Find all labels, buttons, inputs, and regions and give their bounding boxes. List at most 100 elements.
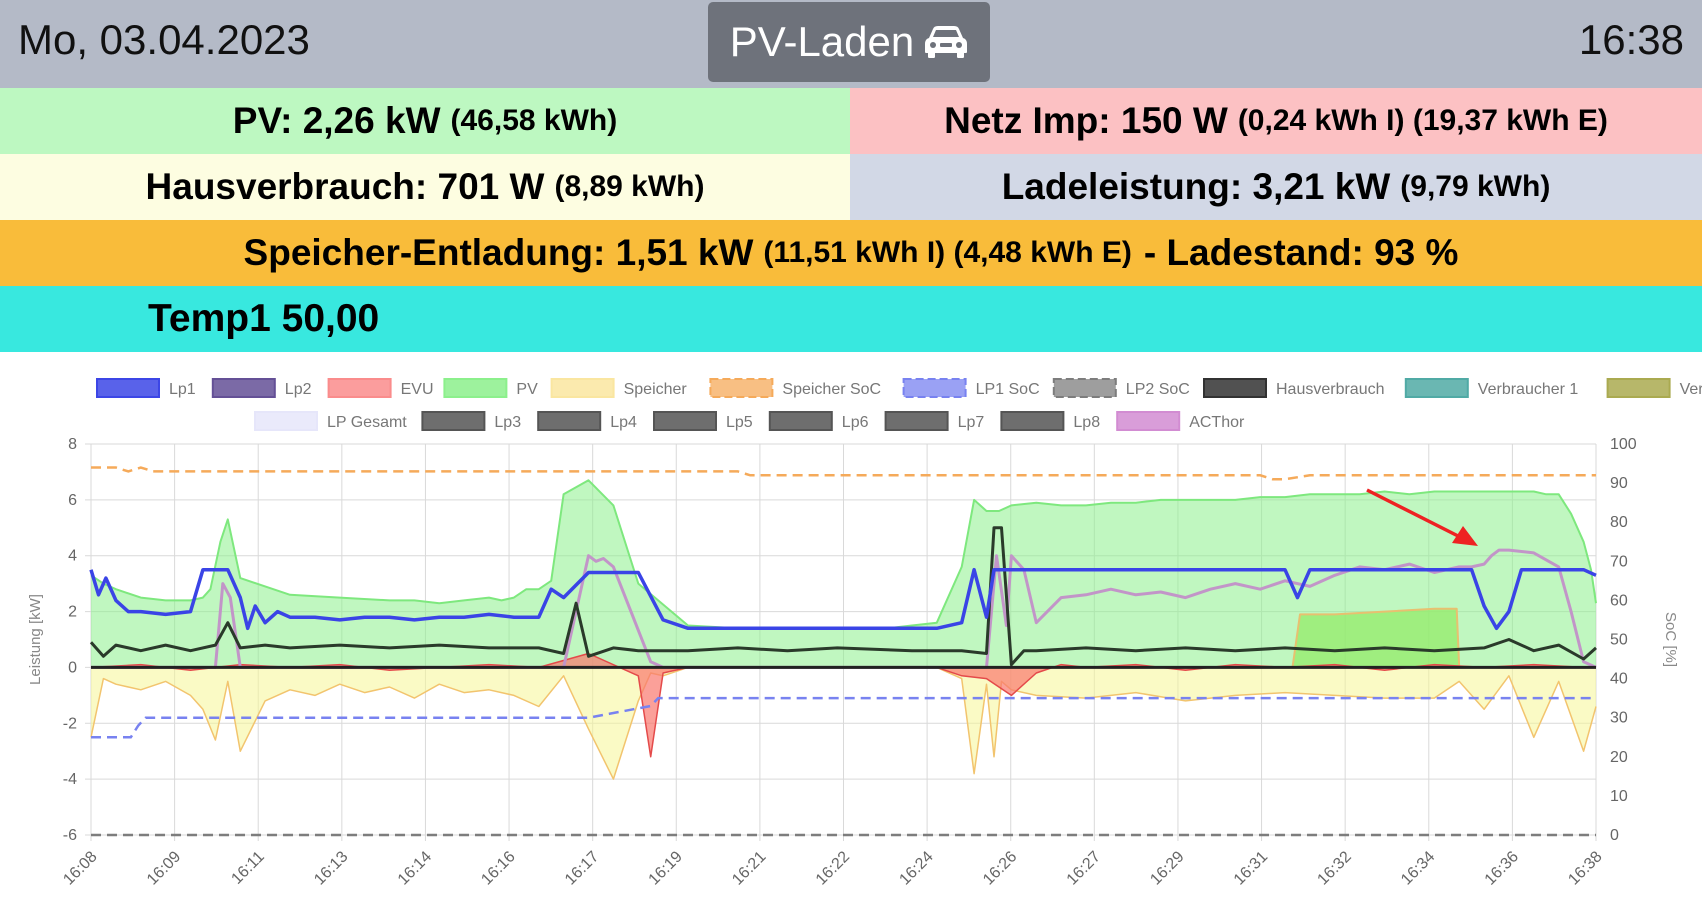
y-right-tick-label: 30 — [1610, 710, 1628, 727]
pv-series-area — [91, 480, 1596, 668]
x-tick-label: 16:22 — [813, 848, 853, 888]
y-right-tick-label: 60 — [1610, 592, 1628, 609]
legend-swatch — [709, 378, 774, 398]
x-tick-label: 16:16 — [478, 848, 518, 888]
legend-swatch — [1203, 378, 1267, 398]
x-tick-label: 16:21 — [729, 848, 769, 888]
x-tick-label: 16:31 — [1231, 848, 1271, 888]
legend-label: Hausverbrauch — [1276, 381, 1385, 398]
y-left-tick-label: 8 — [68, 436, 77, 453]
verbraucher-band-line — [1291, 607, 1461, 668]
speicher-detail: (11,51 kWh I) (4,48 kWh E) — [763, 236, 1132, 269]
x-tick-label: 16:11 — [228, 848, 268, 888]
y-right-tick-label: 70 — [1610, 553, 1628, 570]
top-bar: Mo, 03.04.2023 PV-Laden 16:38 — [0, 0, 1702, 88]
legend-swatch — [96, 378, 160, 398]
legend-label: ACThor — [1189, 414, 1245, 431]
date-label: Mo, 03.04.2023 — [18, 16, 310, 63]
charge-mode-button[interactable]: PV-Laden — [708, 2, 990, 82]
x-tick-label: 16:38 — [1565, 848, 1605, 888]
legend-label: LP2 SoC — [1126, 381, 1190, 398]
annotation-arrow-head — [1452, 526, 1478, 546]
speicher-soc-line — [91, 466, 1596, 481]
y-left-tick-label: 4 — [68, 548, 77, 565]
acthor-series-line — [91, 548, 1597, 669]
legend-swatch — [254, 411, 318, 431]
x-tick-label: 16:13 — [311, 848, 351, 888]
y-left-tick-label: 2 — [68, 604, 77, 621]
legend-swatch — [537, 411, 602, 431]
x-tick-label: 16:24 — [896, 848, 936, 888]
legend-label: EVU — [401, 381, 434, 398]
legend-label: Lp5 — [726, 414, 753, 431]
annotation-arrow-shaft — [1366, 488, 1463, 540]
legend-label: Verbraucher 1 — [1478, 381, 1579, 398]
ladeleistung-label: Ladeleistung: 3,21 kW — [1001, 166, 1391, 207]
legend-swatch — [211, 378, 276, 398]
x-tick-label: 16:27 — [1064, 848, 1104, 888]
hausverbrauch-label: Hausverbrauch: 701 W — [145, 166, 545, 207]
legend-label: Speicher SoC — [782, 381, 881, 398]
speicher-series-area — [91, 667, 1596, 780]
legend-swatch — [1606, 378, 1671, 398]
pv-tile: PV: 2,26 kW (46,58 kWh) — [0, 88, 850, 154]
y-right-tick-label: 90 — [1610, 475, 1628, 492]
legend-swatch — [1000, 411, 1065, 431]
y-right-axis-label: SoC [%] — [1662, 612, 1679, 667]
legend-label: Speicher — [624, 381, 688, 398]
temp-label: Temp1 50,00 — [148, 297, 380, 340]
legend-label: Verbraucher 2 — [1680, 381, 1702, 398]
hausverbrauch-tile: Hausverbrauch: 701 W (8,89 kWh) — [0, 154, 850, 220]
x-tick-label: 16:26 — [980, 848, 1020, 888]
pv-detail: (46,58 kWh) — [450, 104, 618, 137]
legend-swatch — [550, 378, 615, 398]
ladeleistung-tile: Ladeleistung: 3,21 kW (9,79 kWh) — [850, 154, 1702, 220]
tiles-row-1: PV: 2,26 kW (46,58 kWh) Netz Imp: 150 W … — [0, 88, 1702, 154]
legend-swatch — [768, 411, 833, 431]
y-left-tick-label: -4 — [63, 771, 77, 788]
hausverbrauch-series-line — [89, 526, 1598, 667]
y-right-tick-label: 40 — [1610, 671, 1628, 688]
y-right-tick-label: 0 — [1610, 827, 1619, 844]
legend-label: LP1 SoC — [976, 381, 1040, 398]
x-tick-label: 16:08 — [60, 848, 100, 888]
tiles-row-2: Hausverbrauch: 701 W (8,89 kWh) Ladeleis… — [0, 154, 1702, 220]
legend-swatch — [653, 411, 717, 431]
legend-label: Lp1 — [169, 381, 196, 398]
x-tick-label: 16:09 — [144, 848, 184, 888]
x-tick-label: 16:19 — [646, 848, 686, 888]
legend-swatch — [327, 378, 392, 398]
legend-label: Lp3 — [494, 414, 521, 431]
legend-swatch — [1404, 378, 1469, 398]
legend-label: PV — [516, 381, 538, 398]
y-right-tick-label: 20 — [1610, 749, 1628, 766]
legend-label: Lp4 — [610, 414, 637, 431]
pv-label: PV: 2,26 kW — [232, 100, 441, 141]
legend-label: Lp8 — [1073, 414, 1100, 431]
legend-swatch — [902, 378, 967, 398]
hausverbrauch-detail: (8,89 kWh) — [554, 170, 705, 203]
temp-tile: Temp1 50,00 — [0, 286, 1702, 352]
tiles-row-3: Speicher-Entladung: 1,51 kW (11,51 kWh I… — [0, 220, 1702, 286]
speicher-label: Speicher-Entladung: 1,51 kW — [243, 232, 754, 273]
charge-mode-label: PV-Laden — [729, 18, 915, 65]
y-right-tick-label: 80 — [1610, 514, 1628, 531]
power-chart-svg: 16:08 16:09 16:11 16:13 16:14 16:16 16:17 16:19… — [27, 378, 1702, 889]
x-tick-label: 16:34 — [1398, 848, 1438, 888]
y-right-tick-label: 50 — [1610, 632, 1628, 649]
y-left-tick-label: -6 — [63, 827, 77, 844]
legend-label: LP Gesamt — [327, 414, 407, 431]
car-icon — [925, 26, 968, 58]
ladeleistung-detail: (9,79 kWh) — [1400, 170, 1551, 203]
y-right-tick-label: 100 — [1610, 436, 1637, 453]
pv-series-line — [90, 479, 1597, 630]
lp1-series-line — [89, 567, 1597, 631]
x-tick-label: 16:32 — [1314, 848, 1354, 888]
speicher-tile: Speicher-Entladung: 1,51 kW (11,51 kWh I… — [0, 220, 1702, 286]
legend-label: Lp6 — [842, 414, 869, 431]
x-tick-label: 16:14 — [395, 848, 435, 888]
time-label: 16:38 — [1578, 16, 1684, 63]
verbraucher-band-area — [1292, 608, 1460, 668]
netz-detail: (0,24 kWh I) (19,37 kWh E) — [1237, 104, 1608, 137]
power-chart: 16:08 16:09 16:11 16:13 16:14 16:16 16:17 16:19… — [0, 354, 1702, 904]
